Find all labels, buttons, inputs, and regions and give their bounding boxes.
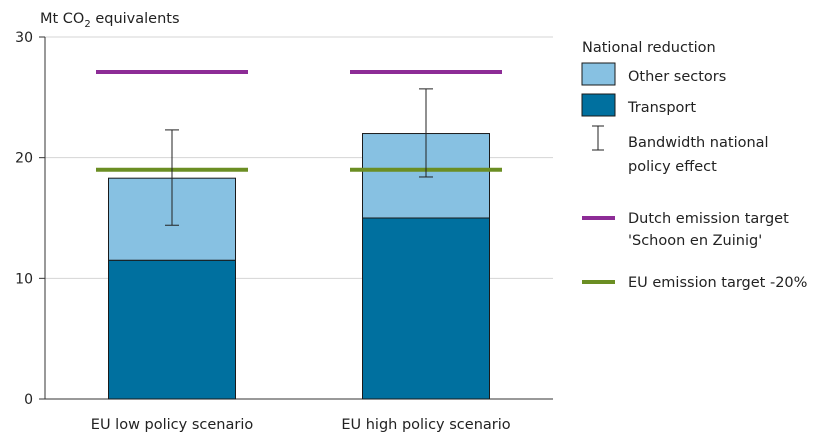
y-tick-label: 30 xyxy=(15,30,33,46)
legend-swatch xyxy=(581,62,616,86)
legend: National reduction Other sectors Transport… xyxy=(581,40,807,291)
y-tick-label: 0 xyxy=(24,392,33,408)
x-category-label: EU low policy scenario xyxy=(91,417,254,433)
error-bars xyxy=(165,88,433,226)
legend-swatch xyxy=(581,93,616,117)
bars xyxy=(108,133,490,400)
legend-label: Bandwidth national xyxy=(628,135,769,151)
legend-label: EU emission target -20% xyxy=(628,275,807,291)
bar-segment-transport xyxy=(108,259,236,400)
legend-label: Dutch emission target xyxy=(628,211,789,227)
labels: 0 10 20 30 Mt CO2 equivalents EU low policy s… xyxy=(15,11,511,433)
y-tick-label: 20 xyxy=(15,151,33,167)
legend-label: policy effect xyxy=(628,159,717,175)
y-axis-label: Mt CO2 equivalents xyxy=(40,11,180,30)
legend-label: Other sectors xyxy=(628,69,726,85)
x-category-label: EU high policy scenario xyxy=(341,417,510,433)
legend-label: Transport xyxy=(627,100,696,116)
legend-title: National reduction xyxy=(582,40,716,56)
y-tick-label: 10 xyxy=(15,271,33,287)
legend-label: 'Schoon en Zuinig' xyxy=(628,233,762,249)
bar-segment-transport xyxy=(362,217,490,400)
